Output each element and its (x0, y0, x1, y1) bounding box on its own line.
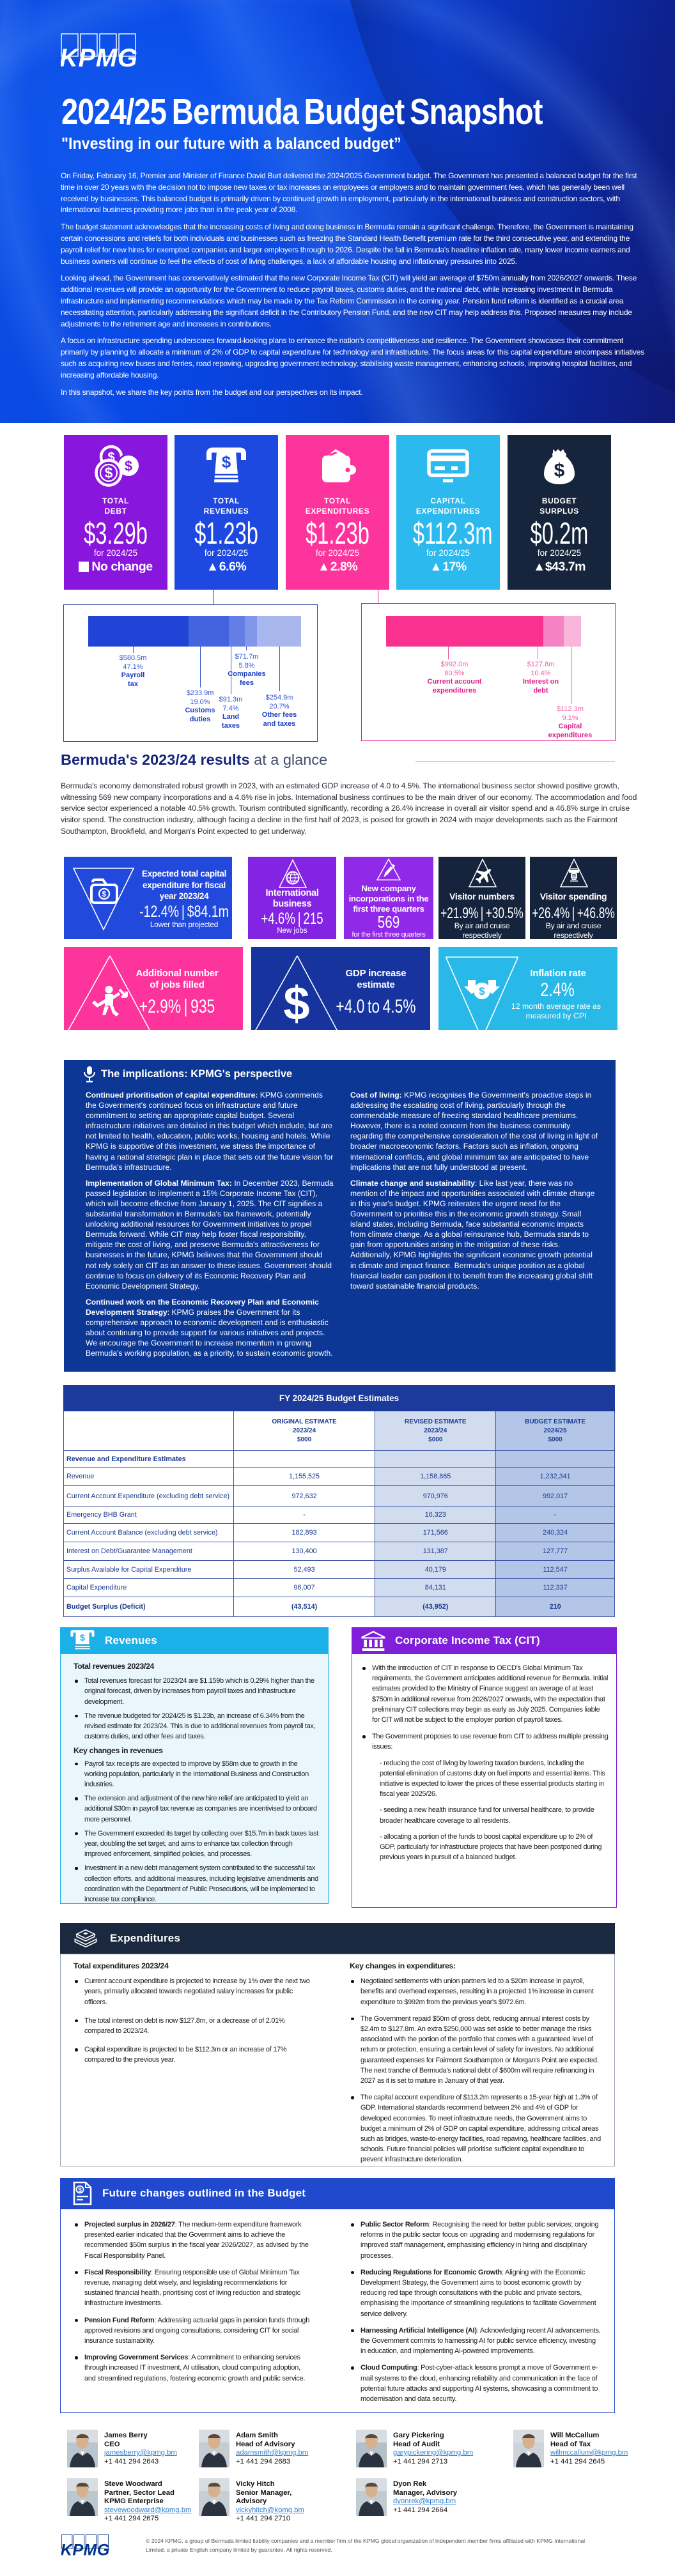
svg-text:$: $ (78, 2187, 82, 2194)
svg-text:$: $ (222, 452, 231, 471)
svg-text:KPMG: KPMG (61, 2541, 109, 2558)
svg-text:$: $ (479, 985, 485, 997)
svg-text:$: $ (573, 874, 576, 880)
svg-text:$: $ (102, 890, 107, 899)
svg-text:$: $ (125, 458, 132, 474)
svg-text:$: $ (554, 460, 565, 481)
svg-text:$: $ (105, 464, 113, 481)
svg-text:$: $ (283, 977, 309, 1030)
svg-text:$: $ (80, 1632, 85, 1643)
svg-text:$: $ (107, 450, 114, 464)
svg-text:KPMG: KPMG (61, 44, 137, 70)
